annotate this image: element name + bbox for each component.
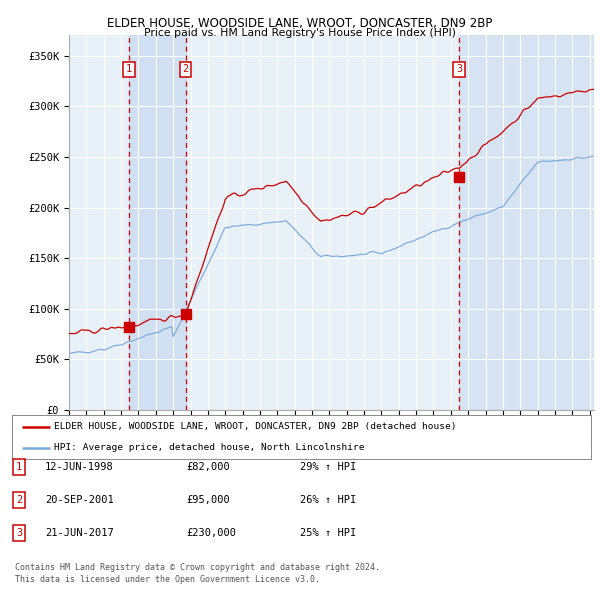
Text: 1: 1 [16,463,22,472]
Text: 20-SEP-2001: 20-SEP-2001 [45,496,114,505]
Text: 3: 3 [456,64,462,74]
Text: 21-JUN-2017: 21-JUN-2017 [45,529,114,538]
Bar [129,35,185,410]
Text: Price paid vs. HM Land Registry's House Price Index (HPI): Price paid vs. HM Land Registry's House … [144,28,456,38]
Text: 26% ↑ HPI: 26% ↑ HPI [300,496,356,505]
Text: ELDER HOUSE, WOODSIDE LANE, WROOT, DONCASTER, DN9 2BP (detached house): ELDER HOUSE, WOODSIDE LANE, WROOT, DONCA… [53,422,456,431]
Text: £82,000: £82,000 [186,463,230,472]
Text: £230,000: £230,000 [186,529,236,538]
Text: 25% ↑ HPI: 25% ↑ HPI [300,529,356,538]
Text: 1: 1 [125,64,132,74]
Text: HPI: Average price, detached house, North Lincolnshire: HPI: Average price, detached house, Nort… [53,444,364,453]
Bar [459,35,594,410]
Text: ELDER HOUSE, WOODSIDE LANE, WROOT, DONCASTER, DN9 2BP: ELDER HOUSE, WOODSIDE LANE, WROOT, DONCA… [107,17,493,30]
Text: This data is licensed under the Open Government Licence v3.0.: This data is licensed under the Open Gov… [15,575,320,584]
Text: 3: 3 [16,529,22,538]
Text: 2: 2 [182,64,189,74]
Text: 2: 2 [16,496,22,505]
Text: £95,000: £95,000 [186,496,230,505]
Text: 29% ↑ HPI: 29% ↑ HPI [300,463,356,472]
Text: Contains HM Land Registry data © Crown copyright and database right 2024.: Contains HM Land Registry data © Crown c… [15,563,380,572]
Text: 12-JUN-1998: 12-JUN-1998 [45,463,114,472]
